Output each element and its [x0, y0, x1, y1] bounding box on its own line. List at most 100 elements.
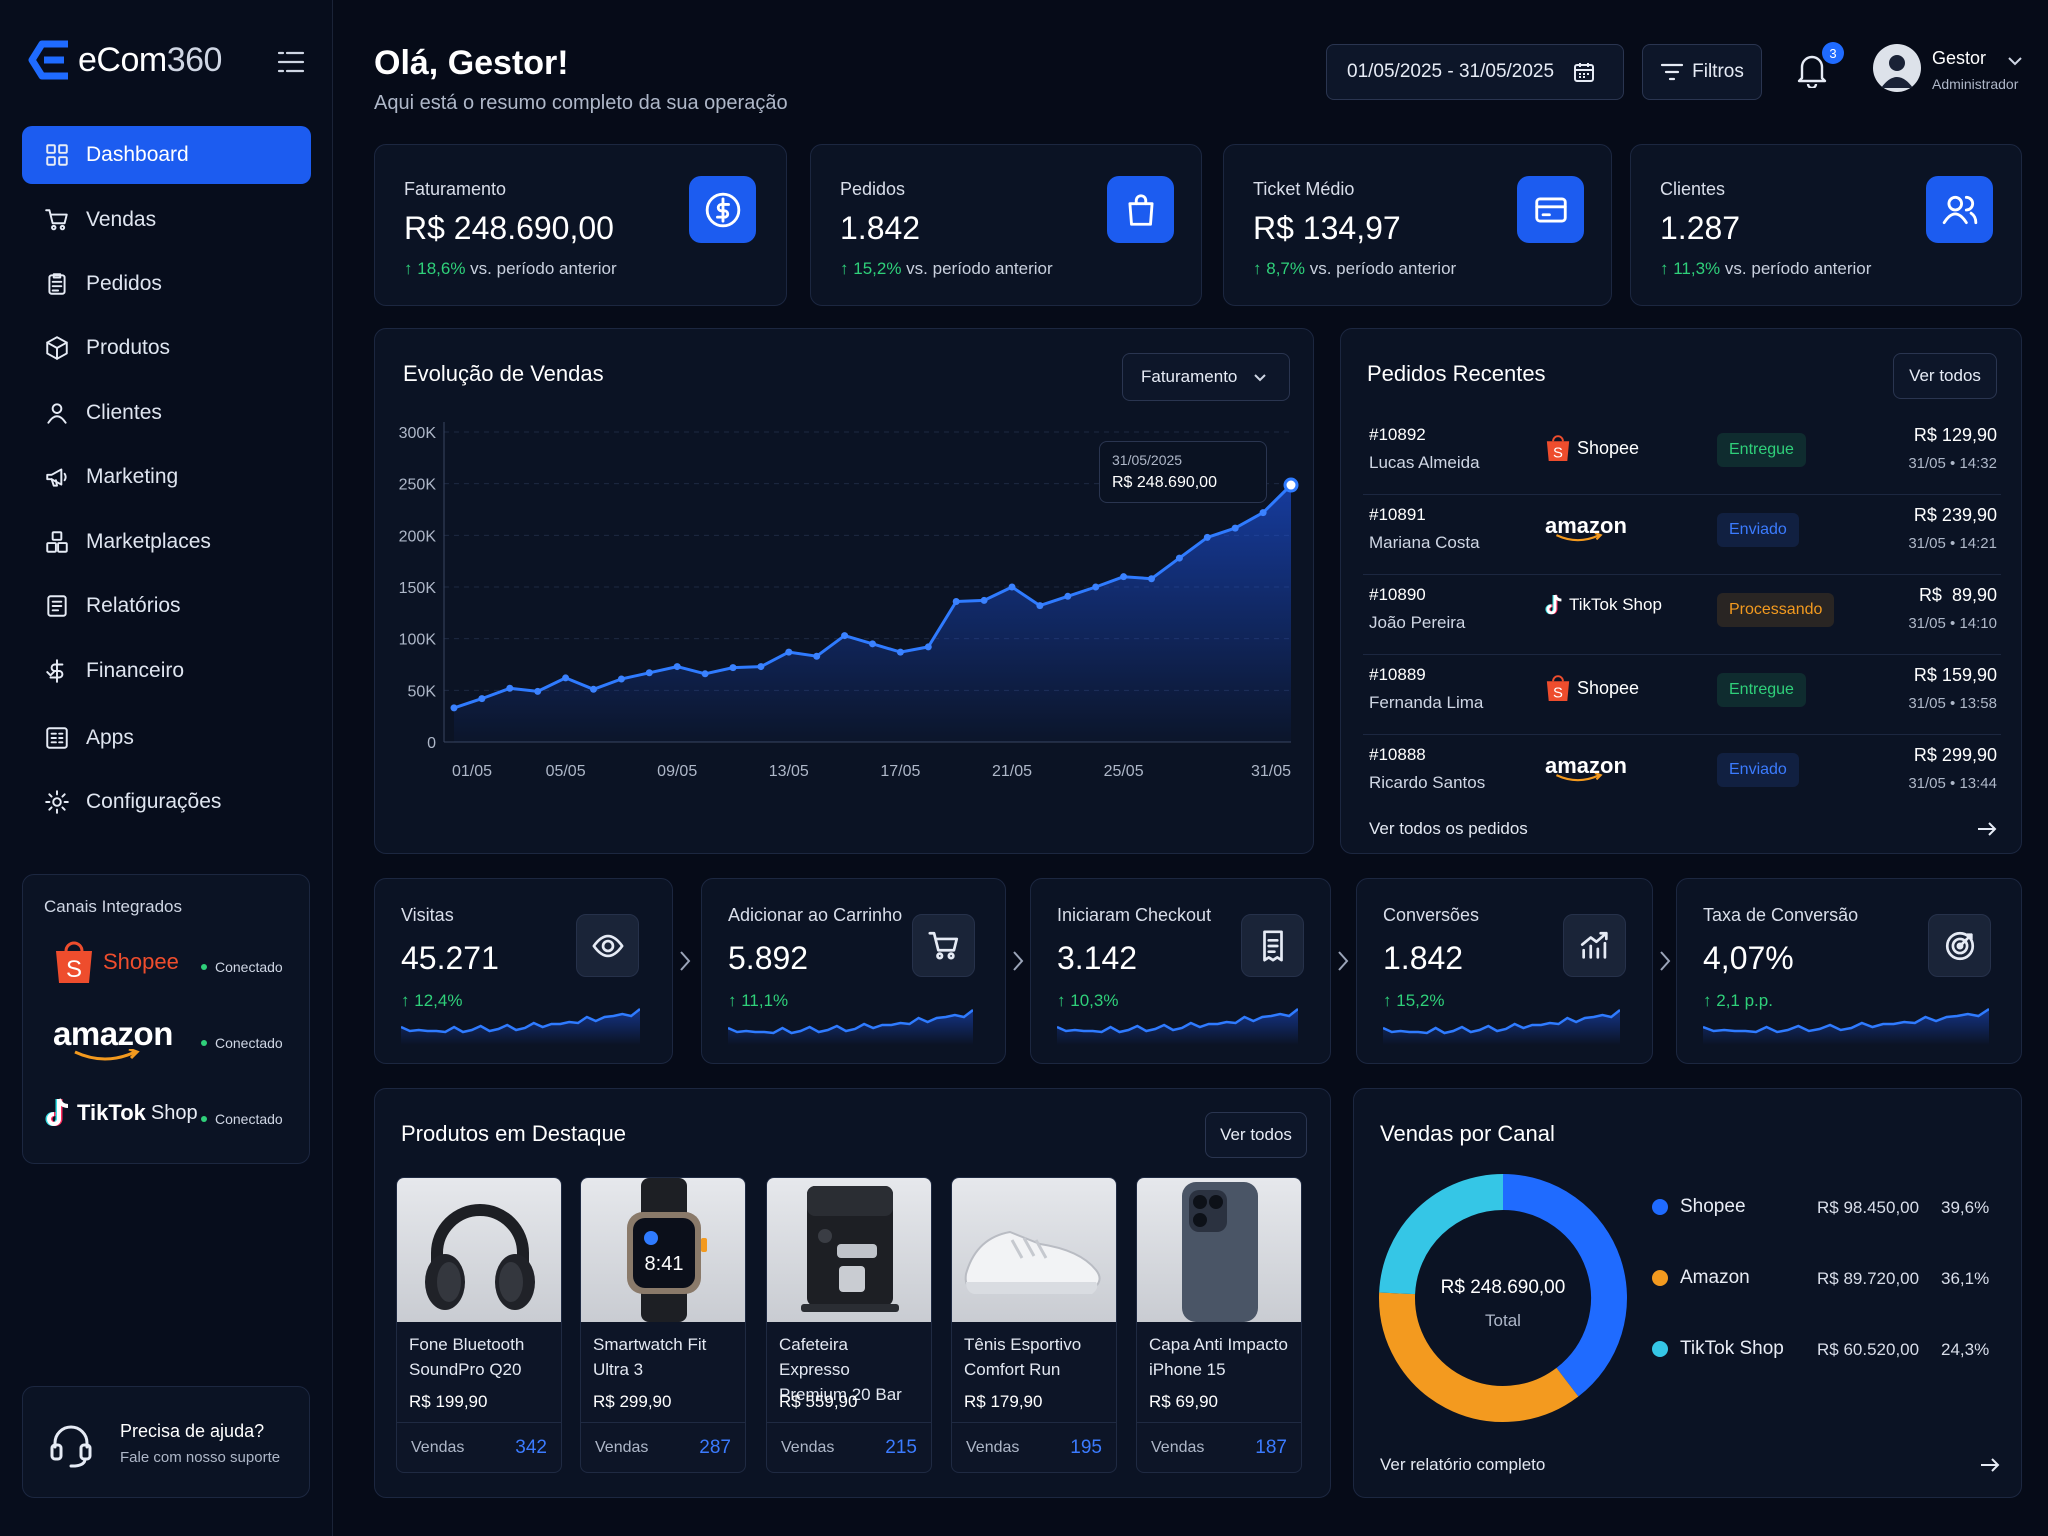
sidebar: eCom360 Dashboard Vendas Pedidos Produto… — [0, 0, 333, 1536]
sidebar-item-relatorios[interactable]: Relatórios — [22, 577, 311, 635]
product-sales-count: 215 — [885, 1436, 917, 1458]
logo-number: 360 — [166, 40, 223, 79]
page-title: Olá, Gestor! — [374, 44, 569, 82]
headset-icon — [49, 1421, 93, 1469]
sidebar-item-clientes[interactable]: Clientes — [22, 384, 311, 442]
product-card[interactable]: Cafeteira Expresso Premium 20 Bar R$ 559… — [766, 1177, 932, 1473]
apps-icon — [44, 725, 70, 751]
order-time: 31/05 • 13:58 — [1908, 695, 1997, 712]
channel-amazon[interactable]: amazon — [53, 1015, 173, 1061]
product-card[interactable]: Fone Bluetooth SoundPro Q20 R$ 199,90 Ve… — [396, 1177, 562, 1473]
help-card[interactable]: Precisa de ajuda? Fale com nosso suporte — [22, 1386, 310, 1498]
channel-tiktok[interactable]: TikTok Shop — [45, 1097, 198, 1129]
logo[interactable]: eCom360 — [28, 40, 222, 80]
sales-chart-title: Evolução de Vendas — [403, 361, 604, 386]
chevron-right-icon — [1338, 951, 1349, 971]
legend-name: TikTok Shop — [1680, 1338, 1784, 1359]
megaphone-icon — [44, 464, 70, 490]
data-point — [952, 597, 960, 605]
filters-button[interactable]: Filtros — [1642, 44, 1762, 100]
user-menu[interactable]: Gestor Administrador — [1873, 44, 2023, 98]
funnel-title: Iniciaram Checkout — [1057, 905, 1212, 925]
order-status-badge: Entregue — [1717, 673, 1806, 707]
order-channel: TikTok Shop — [1545, 593, 1662, 617]
y-tick-label: 50K — [408, 683, 437, 700]
order-row[interactable]: #10888 Ricardo Santos amazon Enviado R$ … — [1341, 735, 2023, 815]
sidebar-item-apps[interactable]: Apps — [22, 709, 311, 767]
product-card[interactable]: Capa Anti Impacto iPhone 15 R$ 69,90 Ven… — [1136, 1177, 1302, 1473]
product-card[interactable]: Tênis Esportivo Comfort Run R$ 179,90 Ve… — [951, 1177, 1117, 1473]
funnel-card-4[interactable]: Taxa de Conversão 4,07% ↑ 2,1 p.p. — [1676, 878, 2022, 1064]
tiktok-status: Conectado — [201, 1111, 283, 1127]
order-channel: S Shopee — [1545, 673, 1639, 703]
kpi-card-clientes[interactable]: Clientes 1.287 ↑ 11,3% vs. período anter… — [1630, 144, 2022, 306]
channel-shopee[interactable]: S Shopee — [53, 939, 179, 985]
data-point — [785, 648, 793, 656]
x-tick-label: 13/05 — [769, 763, 809, 780]
users-icon — [1926, 176, 1993, 243]
sidebar-item-financeiro[interactable]: Financeiro — [22, 642, 311, 700]
sidebar-item-marketplaces[interactable]: Marketplaces — [22, 513, 311, 571]
funnel-value: 1.842 — [1383, 940, 1464, 976]
collapse-menu-icon[interactable] — [276, 48, 306, 76]
notifications-button[interactable]: 3 — [1796, 42, 1844, 94]
view-all-orders-link[interactable]: Ver todos os pedidos — [1369, 819, 1997, 839]
funnel-delta: ↑ 15,2% — [1383, 991, 1445, 1010]
featured-products-title: Produtos em Destaque — [401, 1121, 627, 1146]
x-tick-label: 05/05 — [546, 763, 586, 780]
data-point — [673, 663, 681, 671]
data-point — [1259, 509, 1267, 517]
view-all-products-button[interactable]: Ver todos — [1205, 1112, 1307, 1158]
order-row[interactable]: #10889 Fernanda Lima S Shopee Entregue R$… — [1341, 655, 2023, 735]
funnel-sparkline — [1057, 1008, 1298, 1045]
legend-dot — [1652, 1341, 1668, 1357]
user-name: Gestor — [1932, 48, 1987, 68]
sidebar-item-marketing[interactable]: Marketing — [22, 448, 311, 506]
legend-name: Shopee — [1680, 1196, 1746, 1217]
product-image-smartwatch: 8:41 — [581, 1178, 745, 1322]
channel-legend-item: Shopee — [1652, 1196, 1746, 1218]
metric-select[interactable]: Faturamento — [1122, 353, 1290, 401]
order-row[interactable]: #10890 João Pereira TikTok Shop Processa… — [1341, 575, 2023, 655]
sidebar-item-label: Clientes — [86, 401, 162, 424]
data-point — [534, 687, 542, 695]
amazon-smile-icon — [1555, 773, 1603, 782]
data-point — [617, 675, 625, 683]
receipt-icon — [1241, 914, 1304, 977]
funnel-card-3[interactable]: Conversões 1.842 ↑ 15,2% — [1356, 878, 1653, 1064]
data-point — [1175, 554, 1183, 562]
data-point — [869, 640, 876, 648]
kpi-card-faturamento[interactable]: Faturamento R$ 248.690,00 ↑ 18,6% vs. pe… — [374, 144, 787, 306]
product-card[interactable]: 8:41 Smartwatch Fit Ultra 3 R$ 299,90 Ve… — [580, 1177, 746, 1473]
data-point — [1231, 524, 1239, 532]
sidebar-item-dashboard[interactable]: Dashboard — [22, 126, 311, 184]
amazon-label: amazon — [53, 1015, 173, 1052]
user-role: Administrador — [1932, 76, 2019, 92]
view-all-orders-button[interactable]: Ver todos — [1893, 353, 1997, 399]
sidebar-item-produtos[interactable]: Produtos — [22, 319, 311, 377]
chevron-down-icon — [2008, 57, 2022, 66]
sidebar-item-vendas[interactable]: Vendas — [22, 191, 311, 249]
kpi-card-pedidos[interactable]: Pedidos 1.842 ↑ 15,2% vs. período anteri… — [810, 144, 1202, 306]
legend-percent: 36,1% — [1941, 1269, 1990, 1288]
order-row[interactable]: #10892 Lucas Almeida S Shopee Entregue R$… — [1341, 415, 2023, 495]
full-report-link[interactable]: Ver relatório completo — [1380, 1455, 2000, 1475]
funnel-card-1[interactable]: Adicionar ao Carrinho 5.892 ↑ 11,1% — [701, 878, 1006, 1064]
funnel-card-0[interactable]: Visitas 45.271 ↑ 12,4% — [374, 878, 673, 1064]
logo-e-icon — [28, 40, 68, 80]
product-sales-count: 287 — [699, 1436, 731, 1458]
kpi-delta: ↑ 11,3% vs. período anterior — [1660, 259, 1872, 278]
boxes-icon — [44, 529, 70, 555]
date-range-picker[interactable]: 01/05/2025 - 31/05/2025 — [1326, 44, 1624, 100]
order-row[interactable]: #10891 Mariana Costa amazon Enviado R$ 2… — [1341, 495, 2023, 575]
shopee-logo-icon: S — [1546, 435, 1570, 461]
funnel-delta: ↑ 11,1% — [728, 991, 789, 1010]
kpi-value: R$ 248.690,00 — [404, 210, 614, 246]
cart-icon — [44, 207, 70, 233]
data-point — [1283, 477, 1299, 493]
sidebar-item-pedidos[interactable]: Pedidos — [22, 255, 311, 313]
sidebar-item-configuracoes[interactable]: Configurações — [22, 773, 311, 831]
funnel-card-2[interactable]: Iniciaram Checkout 3.142 ↑ 10,3% — [1030, 878, 1331, 1064]
arrow-right-icon — [1981, 1458, 2000, 1472]
kpi-card-ticket-medio[interactable]: Ticket Médio R$ 134,97 ↑ 8,7% vs. períod… — [1223, 144, 1612, 306]
